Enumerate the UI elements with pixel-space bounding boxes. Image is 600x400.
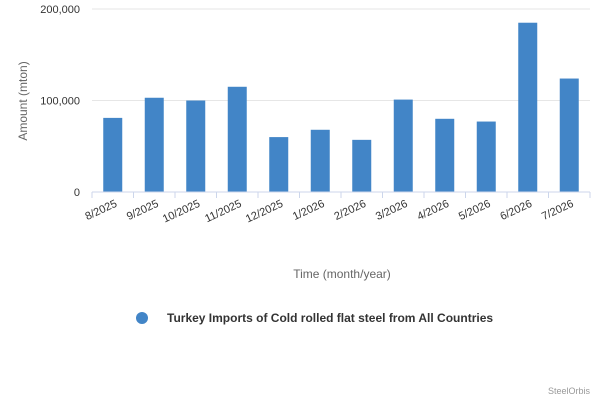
- legend[interactable]: Turkey Imports of Cold rolled flat steel…: [136, 311, 493, 325]
- x-tick-label: 10/2025: [161, 198, 202, 226]
- x-tick-label: 5/2026: [457, 198, 493, 223]
- bars: [103, 22, 579, 193]
- bar[interactable]: [269, 137, 289, 192]
- y-tick-label: 200,000: [40, 4, 80, 16]
- x-tick-label: 3/2026: [374, 198, 410, 223]
- y-axis-title: Amount (mton): [16, 61, 30, 140]
- bar[interactable]: [103, 117, 123, 192]
- legend-label: Turkey Imports of Cold rolled flat steel…: [167, 311, 493, 325]
- x-tick-label: 1/2026: [291, 198, 327, 223]
- x-axis-title: Time (month/year): [293, 267, 391, 281]
- legend-marker: [136, 312, 148, 324]
- y-tick-label: 100,000: [40, 96, 80, 108]
- bar[interactable]: [559, 78, 579, 192]
- bar[interactable]: [352, 139, 372, 192]
- bar[interactable]: [310, 129, 330, 192]
- bar[interactable]: [435, 118, 455, 192]
- x-tick-label: 11/2025: [203, 198, 243, 225]
- x-tick-label: 4/2026: [415, 198, 451, 223]
- x-tick-label: 6/2026: [498, 198, 534, 223]
- bar[interactable]: [227, 86, 247, 192]
- x-tick-label: 2/2026: [332, 198, 368, 223]
- y-tick-label: 0: [74, 187, 80, 199]
- bar[interactable]: [393, 99, 413, 192]
- x-tick-label: 7/2026: [540, 198, 576, 223]
- y-axis-ticks: 0 100,000 200,000: [40, 4, 80, 199]
- bar[interactable]: [186, 100, 206, 193]
- x-tick-label: 12/2025: [244, 198, 285, 226]
- bar[interactable]: [144, 97, 164, 192]
- x-tick-label: 8/2025: [83, 198, 119, 223]
- bar[interactable]: [476, 121, 496, 192]
- x-axis-ticks: 8/2025 9/2025 10/2025 11/2025 12/2025 1/2026 2…: [83, 192, 591, 226]
- bar[interactable]: [518, 22, 538, 192]
- chart-credit[interactable]: SteelOrbis: [548, 386, 591, 396]
- gridlines: [92, 8, 590, 101]
- x-tick-label: 9/2025: [125, 198, 161, 223]
